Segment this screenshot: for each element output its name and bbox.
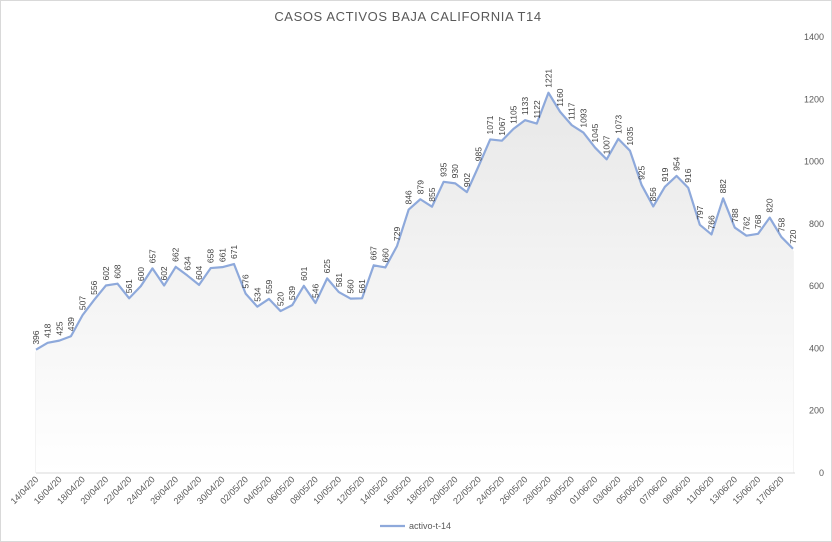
data-label: 671	[229, 245, 239, 259]
data-label: 1045	[590, 123, 600, 142]
data-label: 602	[101, 266, 111, 280]
data-label: 534	[252, 287, 262, 301]
data-label: 560	[345, 279, 355, 293]
data-label: 1007	[602, 135, 612, 154]
data-label: 762	[741, 216, 751, 230]
data-label: 1117	[567, 102, 577, 120]
data-label: 576	[241, 274, 251, 288]
data-label: 561	[124, 279, 134, 293]
chart-title: CASOS ACTIVOS BAJA CALIFORNIA T14	[274, 9, 541, 24]
y-axis-ticks: 0 200 400 600 800 1000 1200 1400	[804, 32, 824, 478]
data-label: 1133	[520, 97, 530, 116]
data-label: 561	[357, 279, 367, 293]
data-label: 930	[450, 164, 460, 178]
data-label: 559	[264, 279, 274, 293]
y-tick-label: 800	[809, 219, 824, 229]
data-label: 919	[660, 167, 670, 181]
data-label: 1093	[578, 108, 588, 127]
data-label: 729	[392, 227, 402, 241]
data-label: 856	[648, 187, 658, 201]
data-label: 985	[474, 147, 484, 161]
data-label: 758	[776, 217, 786, 231]
data-label: 720	[788, 229, 798, 243]
y-tick-label: 400	[809, 343, 824, 353]
data-label: 882	[718, 179, 728, 193]
data-label: 660	[380, 248, 390, 262]
data-label: 439	[66, 317, 76, 331]
y-tick-label: 200	[809, 406, 824, 416]
data-label: 768	[753, 214, 763, 228]
legend: activo-t-14	[380, 521, 451, 531]
y-tick-label: 1000	[804, 157, 824, 167]
data-label: 846	[404, 190, 414, 204]
data-label: 1160	[555, 88, 565, 107]
data-label: 634	[182, 256, 192, 270]
data-label: 608	[113, 264, 123, 278]
data-label: 855	[427, 187, 437, 201]
data-label: 1105	[508, 105, 518, 124]
series-line-activo-t-14	[35, 91, 794, 351]
data-label: 820	[765, 198, 775, 212]
y-tick-label: 600	[809, 281, 824, 291]
data-label: 667	[369, 246, 379, 260]
data-label: 520	[276, 292, 286, 306]
y-tick-label: 0	[819, 468, 824, 478]
data-label: 1067	[497, 117, 507, 136]
data-label: 902	[462, 173, 472, 187]
x-axis-ticks: 14/04/2016/04/2018/04/2020/04/2022/04/20…	[9, 474, 786, 506]
data-label: 1221	[543, 69, 553, 88]
data-label: 600	[136, 267, 146, 281]
data-label: 658	[206, 249, 216, 263]
data-label: 797	[695, 205, 705, 219]
data-label: 879	[415, 180, 425, 194]
data-label: 418	[43, 323, 53, 337]
y-tick-label: 1400	[804, 32, 824, 42]
data-label: 556	[89, 280, 99, 294]
data-label: 954	[672, 156, 682, 170]
data-label: 546	[311, 284, 321, 298]
data-label: 1071	[485, 115, 495, 134]
data-label: 657	[147, 249, 157, 263]
data-label: 396	[31, 330, 41, 344]
data-label: 425	[54, 321, 64, 335]
data-label: 935	[439, 162, 449, 176]
y-tick-label: 1200	[804, 94, 824, 104]
data-label: 925	[637, 165, 647, 179]
data-label: 507	[78, 296, 88, 310]
data-label: 539	[287, 286, 297, 300]
data-label: 1035	[625, 126, 635, 145]
data-label: 661	[217, 248, 227, 262]
data-label: 788	[730, 208, 740, 222]
data-label: 766	[706, 215, 716, 229]
data-label: 1073	[613, 115, 623, 134]
data-label: 662	[171, 247, 181, 261]
data-label: 601	[299, 266, 309, 280]
data-label: 581	[334, 273, 344, 287]
area-fill	[36, 92, 793, 473]
data-label: 602	[159, 266, 169, 280]
data-label: 625	[322, 259, 332, 273]
data-label: 916	[683, 168, 693, 182]
legend-label: activo-t-14	[409, 521, 451, 531]
data-label: 1122	[532, 100, 542, 119]
data-label: 604	[194, 265, 204, 279]
